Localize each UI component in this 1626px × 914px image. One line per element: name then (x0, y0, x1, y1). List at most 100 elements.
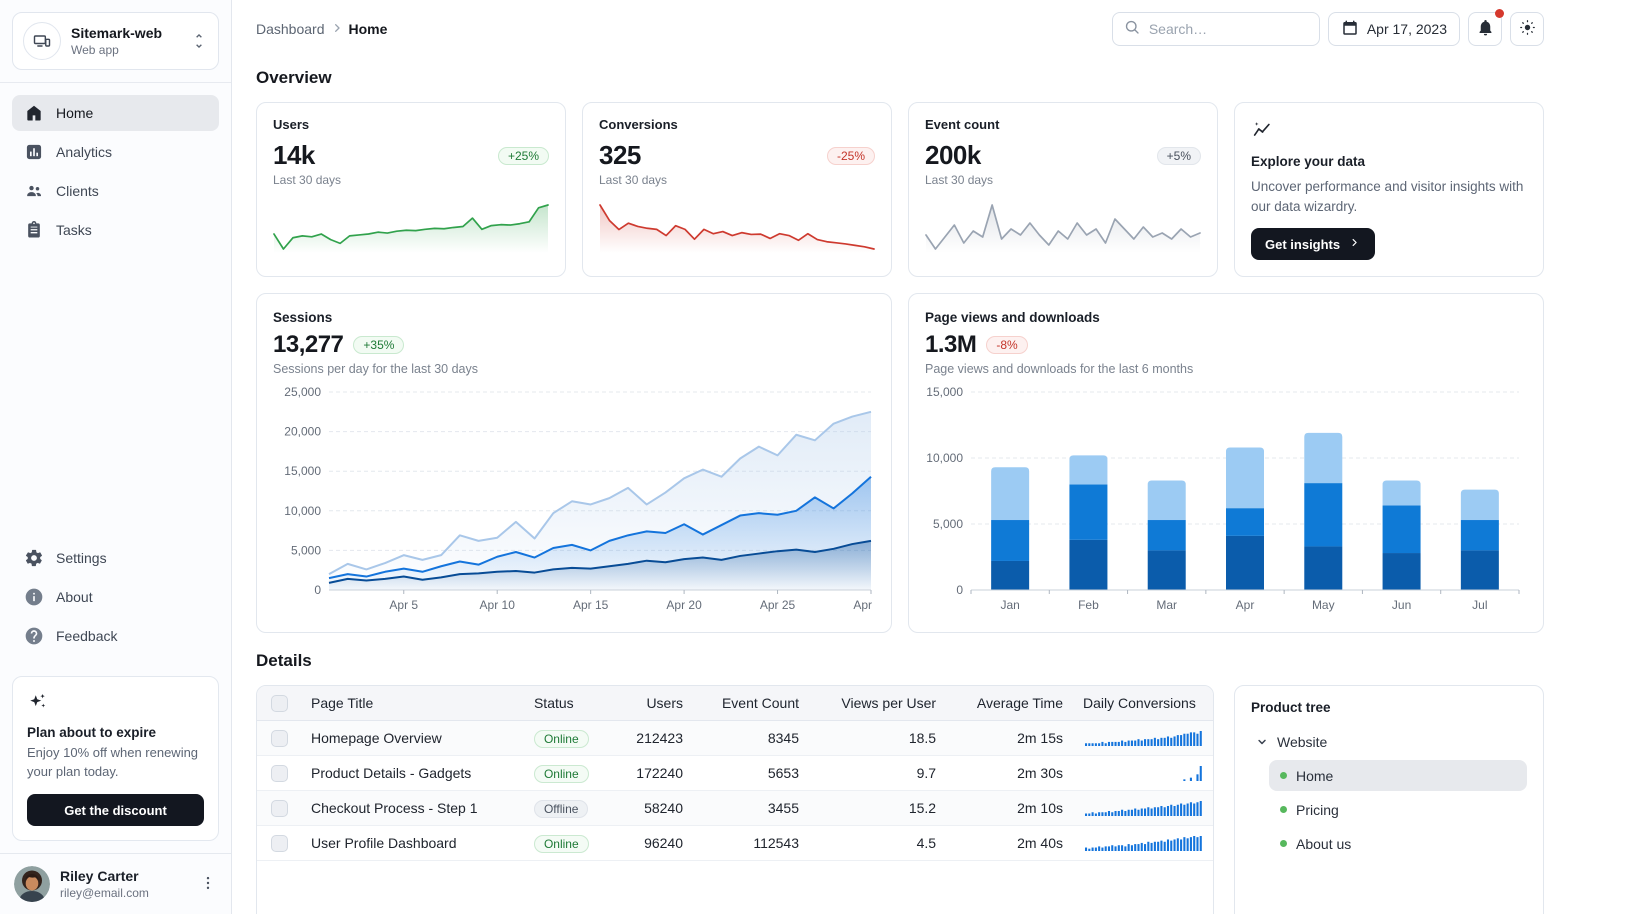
select-all-checkbox[interactable] (271, 694, 288, 712)
row-checkbox[interactable] (271, 834, 288, 852)
explore-body: Uncover performance and visitor insights… (1251, 179, 1524, 214)
svg-text:10,000: 10,000 (284, 504, 321, 518)
table-row[interactable]: Homepage Overview Online 212423 8345 18.5 2m … (257, 720, 1213, 756)
column-header-average-time[interactable]: Average Time (946, 686, 1073, 721)
sparkle-icon (27, 694, 48, 716)
svg-text:Feb: Feb (1078, 598, 1099, 612)
daily-conversions-sparkline (1085, 765, 1203, 781)
sidebar-item-feedback[interactable]: Feedback (12, 618, 219, 654)
cell-users: 58240 (613, 790, 693, 826)
get-discount-button[interactable]: Get the discount (27, 794, 204, 826)
topbar-controls: Apr 17, 2023 (1111, 9, 1544, 46)
search-input[interactable] (1148, 21, 1309, 37)
trend-chip: +5% (1156, 146, 1201, 165)
details-row: Page Title Status Users Event Count View… (256, 685, 1544, 914)
clients-icon (24, 181, 44, 201)
column-header-status[interactable]: Status (523, 686, 614, 721)
date-picker-button[interactable]: Apr 17, 2023 (1327, 12, 1460, 46)
sidebar-item-clients[interactable]: Clients (12, 173, 219, 209)
cell-page-title: Checkout Process - Step 1 (301, 790, 524, 826)
svg-text:0: 0 (956, 583, 963, 597)
auto-graph-icon (1251, 119, 1527, 146)
sidebar-item-label: About (56, 589, 93, 606)
column-header-views-per-user[interactable]: Views per User (809, 686, 947, 721)
sidebar-item-label: Clients (56, 183, 99, 199)
sidebar-item-settings[interactable]: Settings (12, 540, 219, 576)
sessions-card[interactable]: Sessions 13,277 +35% Sessions per day fo… (256, 293, 892, 634)
user-section: Riley Carter riley@email.com (0, 853, 231, 914)
table-row[interactable]: Checkout Process - Step 1 Offline 58240 345… (257, 790, 1213, 826)
stat-caption: Last 30 days (273, 173, 342, 187)
stat-value: 200k (925, 140, 981, 170)
users-sparkline (273, 197, 549, 253)
workspace-type: Web app (71, 42, 119, 57)
column-header-daily-conversions[interactable]: Daily Conversions (1073, 686, 1213, 721)
table-row[interactable]: Product Details - Gadgets Online 172240 565… (257, 755, 1213, 791)
breadcrumb-home: Home (348, 21, 388, 37)
breadcrumb-dashboard[interactable]: Dashboard (256, 21, 325, 37)
bullet-icon (1280, 772, 1287, 780)
details-title: Details (256, 651, 312, 671)
svg-text:May: May (1312, 598, 1335, 612)
stat-card-users[interactable]: Users 14k +25% Last 30 days (256, 102, 566, 278)
tree-item-label: Home (1296, 767, 1334, 784)
column-header-event-count[interactable]: Event Count (693, 686, 810, 721)
tree-root-label: Website (1277, 734, 1328, 751)
stat-card-event-count[interactable]: Event count 200k +5% Last 30 days (908, 102, 1218, 278)
row-checkbox[interactable] (271, 729, 288, 747)
sidebar-item-about[interactable]: About (12, 579, 219, 615)
cell-page-title: User Profile Dashboard (301, 825, 524, 861)
tree-item-website[interactable]: Website (1251, 727, 1527, 757)
chevron-right-icon (329, 20, 345, 39)
pageviews-title: Page views and downloads (925, 310, 1100, 326)
charts-row: Sessions 13,277 +35% Sessions per day fo… (256, 293, 1544, 634)
table-row[interactable]: User Profile Dashboard Online 96240 112543 4… (257, 825, 1213, 861)
cell-event-count: 3455 (693, 790, 810, 826)
table-header-row: Page Title Status Users Event Count View… (257, 686, 1213, 721)
pageviews-card[interactable]: Page views and downloads 1.3M -8% Page v… (908, 293, 1544, 634)
tree-item-pricing[interactable]: Pricing (1269, 794, 1527, 825)
svg-text:20,000: 20,000 (284, 425, 321, 439)
sidebar-bottom: Settings About Feedback Plan about to expi… (0, 528, 231, 914)
get-insights-button[interactable]: Get insights (1251, 228, 1376, 261)
daily-conversions-sparkline (1085, 730, 1203, 746)
cell-average-time: 2m 15s (946, 720, 1073, 756)
stat-caption: Last 30 days (599, 173, 668, 187)
sidebar-item-tasks[interactable]: Tasks (12, 212, 219, 248)
status-badge: Online (533, 764, 589, 783)
svg-text:Apr 5: Apr 5 (389, 598, 418, 612)
svg-text:15,000: 15,000 (926, 385, 963, 399)
tree-item-home[interactable]: Home (1269, 760, 1527, 792)
status-badge: Online (533, 729, 589, 748)
cell-users: 212423 (613, 720, 693, 756)
sidebar-item-label: Settings (56, 550, 107, 567)
svg-text:Apr 10: Apr 10 (480, 598, 516, 612)
product-tree-card: Product tree Website Home Pricing About us (1234, 685, 1544, 914)
row-checkbox[interactable] (271, 799, 288, 817)
row-checkbox[interactable] (271, 764, 288, 782)
sidebar-item-home[interactable]: Home (12, 95, 219, 131)
trend-chip: -25% (826, 146, 875, 165)
tree-item-about-us[interactable]: About us (1269, 828, 1527, 859)
svg-text:Apr 20: Apr 20 (666, 598, 702, 612)
topbar: Dashboard Home (256, 9, 1544, 46)
workspace-select[interactable]: Sitemark-web Web app (12, 12, 219, 70)
column-header-users[interactable]: Users (613, 686, 693, 721)
cell-views-per-user: 18.5 (809, 720, 947, 756)
calendar-icon (1341, 19, 1359, 40)
analytics-icon (24, 142, 44, 162)
sessions-caption: Sessions per day for the last 30 days (273, 362, 478, 377)
notifications-button[interactable] (1468, 9, 1504, 46)
stat-card-conversions[interactable]: Conversions 325 -25% Last 30 days (582, 102, 892, 278)
svg-text:10,000: 10,000 (926, 451, 963, 465)
trend-chip: -8% (986, 336, 1028, 355)
column-header-page-title[interactable]: Page Title (301, 686, 524, 721)
sidebar-nav-secondary: Settings About Feedback (0, 528, 231, 666)
sun-icon (1518, 18, 1537, 40)
user-menu-button[interactable] (199, 874, 217, 895)
theme-toggle-button[interactable] (1510, 12, 1544, 46)
help-icon (24, 626, 44, 646)
sessions-title: Sessions (273, 310, 333, 326)
plan-card: Plan about to expire Enjoy 10% off when … (12, 676, 219, 841)
sidebar-item-analytics[interactable]: Analytics (12, 134, 219, 170)
